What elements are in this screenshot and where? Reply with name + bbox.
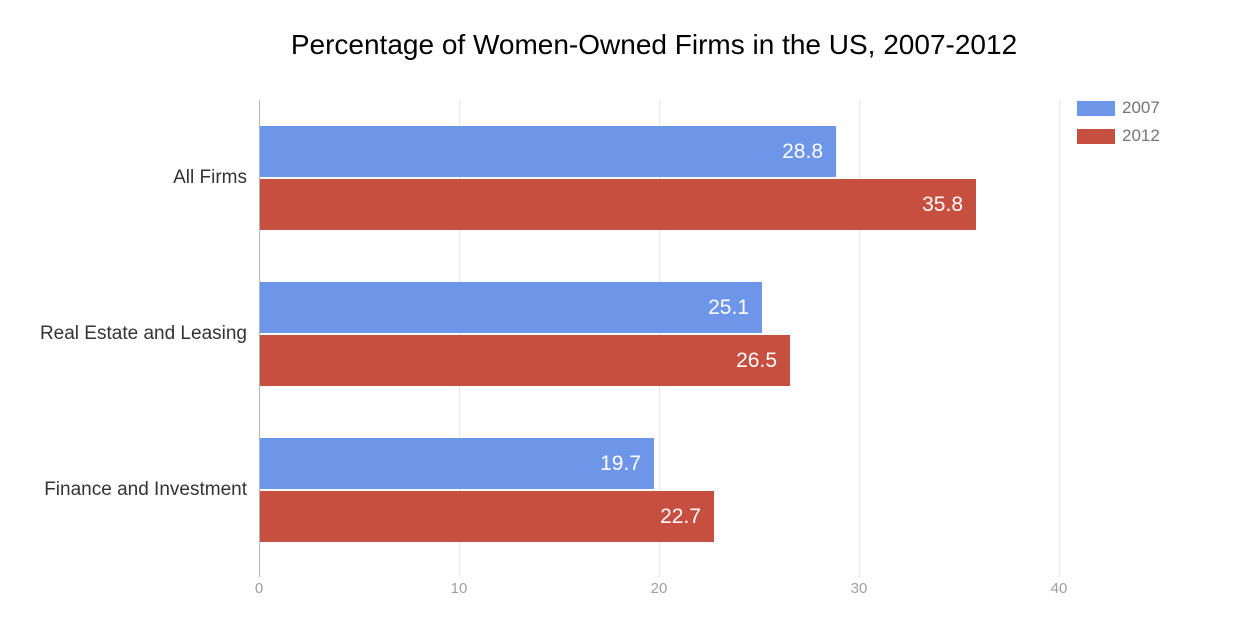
category-label: Real Estate and Leasing — [39, 323, 247, 344]
bar-value-label: 26.5 — [736, 348, 777, 372]
legend-item-2012: 2012 — [1077, 126, 1160, 145]
x-tick-label: 0 — [254, 580, 264, 597]
bar-2012: 26.5 — [260, 335, 790, 386]
legend-item-2007: 2007 — [1077, 98, 1160, 117]
gridline — [1059, 100, 1060, 577]
bar-value-label: 22.7 — [660, 504, 701, 528]
legend-swatch — [1077, 128, 1115, 144]
bar-value-label: 19.7 — [600, 451, 641, 475]
x-tick-label: 30 — [850, 580, 868, 597]
category-label: Finance and Investment — [44, 479, 247, 500]
bar-value-label: 25.1 — [708, 295, 749, 319]
gridline — [859, 100, 860, 577]
legend-swatch — [1077, 100, 1115, 116]
bar-2012: 22.7 — [260, 491, 714, 542]
bar-2007: 19.7 — [260, 438, 654, 489]
bar-value-label: 35.8 — [922, 192, 963, 216]
x-tick-label: 20 — [650, 580, 668, 597]
bar-2007: 28.8 — [260, 126, 836, 177]
x-tick-label: 40 — [1050, 580, 1068, 597]
category-label: All Firms — [173, 167, 247, 188]
bar-value-label: 28.8 — [782, 139, 823, 163]
bar-2007: 25.1 — [260, 282, 762, 333]
legend-label: 2012 — [1122, 126, 1160, 145]
legend-label: 2007 — [1122, 98, 1160, 117]
legend: 2007 2012 — [1077, 98, 1160, 156]
zero-gridline — [259, 100, 260, 577]
bar-2012: 35.8 — [260, 179, 976, 230]
chart-title: Percentage of Women-Owned Firms in the U… — [290, 29, 1018, 60]
x-tick-label: 10 — [450, 580, 468, 597]
